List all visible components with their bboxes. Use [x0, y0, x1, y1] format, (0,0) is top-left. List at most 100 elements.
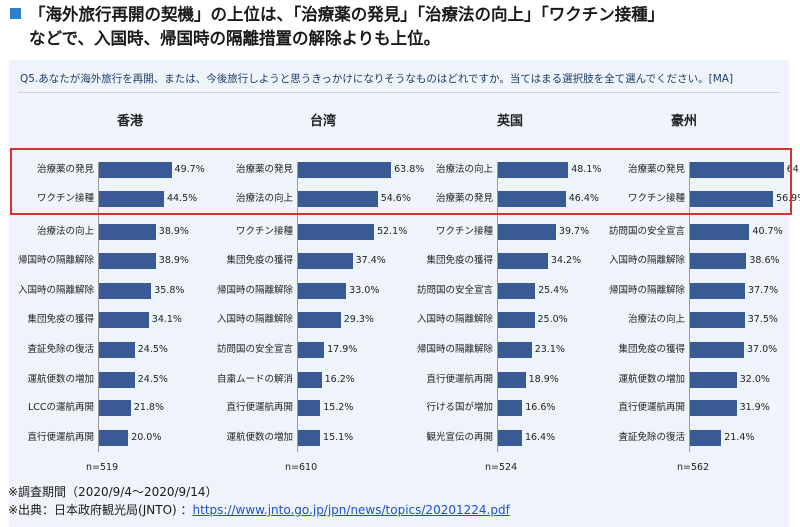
category-label: ワクチン接種 — [435, 226, 493, 237]
data-label: 34.2% — [550, 255, 582, 266]
data-label: 32.0% — [739, 374, 770, 385]
bar — [99, 372, 135, 388]
top-two-highlight-box — [10, 148, 792, 215]
bar — [298, 253, 353, 269]
category-label: 査証免除の復活 — [27, 344, 94, 355]
bar — [99, 400, 131, 416]
data-label: 38.9% — [158, 255, 189, 266]
bullet-square-icon — [10, 8, 21, 19]
bar — [690, 224, 750, 240]
data-label: 15.1% — [323, 432, 354, 443]
source-prefix: ※出典：日本政府観光局(JNTO) ： — [8, 503, 193, 517]
data-label: 33.0% — [349, 285, 380, 296]
bar — [99, 224, 156, 240]
category-label: 入国時の隔離解除 — [416, 314, 493, 325]
category-label: 訪問国の安全宣言 — [216, 344, 293, 355]
category-label: ワクチン接種 — [36, 193, 94, 204]
data-label: 34.1% — [151, 314, 182, 325]
data-label: 40.7% — [752, 226, 783, 237]
bar — [99, 191, 164, 207]
data-label: 21.4% — [724, 432, 755, 443]
headline-line2: などで、入国時、帰国時の隔離措置の解除よりも上位。 — [29, 29, 441, 48]
category-label: 集団免疫の獲得 — [426, 255, 493, 266]
data-label: 48.1% — [571, 164, 602, 175]
category-label: 帰国時の隔離解除 — [17, 255, 94, 266]
category-axis-line — [497, 162, 498, 452]
data-label: 56.9% — [776, 193, 800, 204]
category-label: 帰国時の隔離解除 — [608, 285, 685, 296]
category-label: 直行便運航再開 — [27, 432, 94, 443]
category-label: 治療法の向上 — [435, 164, 493, 175]
bar — [298, 224, 375, 240]
sample-size-label: n=519 — [86, 462, 119, 473]
category-label: 治療薬の発見 — [36, 164, 94, 175]
category-axis-line — [98, 162, 99, 452]
category-label: 訪問国の安全宣言 — [416, 285, 493, 296]
category-label: 運航便数の増加 — [226, 432, 293, 443]
data-label: 35.8% — [154, 285, 185, 296]
bar — [498, 372, 526, 388]
data-label: 37.5% — [747, 314, 778, 325]
category-label: 観光宣伝の再開 — [426, 432, 493, 443]
bar — [690, 283, 746, 299]
category-axis-line — [689, 162, 690, 452]
bar — [498, 342, 532, 358]
category-label: 直行便運航再開 — [618, 402, 685, 413]
source-line: ※出典：日本政府観光局(JNTO) ：https://www.jnto.go.j… — [8, 501, 510, 518]
category-label: 訪問国の安全宣言 — [608, 226, 685, 237]
bar — [690, 191, 774, 207]
sample-size-label: n=524 — [485, 462, 518, 473]
bar — [690, 162, 784, 178]
data-label: 37.0% — [747, 344, 778, 355]
bar — [298, 430, 321, 446]
bar — [99, 162, 172, 178]
data-label: 31.9% — [739, 402, 770, 413]
divider — [18, 92, 780, 93]
bar — [498, 253, 548, 269]
bar — [498, 400, 523, 416]
source-link[interactable]: https://www.jnto.go.jp/jpn/news/topics/2… — [192, 503, 510, 517]
chart-title: 豪州 — [671, 114, 698, 129]
bar — [690, 312, 745, 328]
bar — [298, 312, 341, 328]
data-label: 52.1% — [377, 226, 408, 237]
data-label: 37.4% — [355, 255, 386, 266]
bar — [690, 253, 747, 269]
chart-title: 香港 — [117, 114, 144, 129]
data-label: 37.7% — [748, 285, 779, 296]
category-label: 集団免疫の獲得 — [226, 255, 293, 266]
bar — [498, 312, 535, 328]
data-label: 64.2% — [786, 164, 800, 175]
bar — [99, 253, 156, 269]
data-label: 17.9% — [327, 344, 358, 355]
bar — [298, 162, 392, 178]
category-label: ワクチン接種 — [627, 193, 685, 204]
bar — [498, 162, 569, 178]
data-label: 25.0% — [537, 314, 568, 325]
bar — [99, 342, 135, 358]
data-label: 39.7% — [558, 226, 590, 237]
bar — [99, 430, 129, 446]
headline: 「海外旅行再開の契機」の上位は、「治療薬の発見」「治療法の向上」「ワクチン接種」… — [10, 3, 790, 51]
data-label: 20.0% — [131, 432, 162, 443]
category-label: 治療法の向上 — [235, 193, 293, 204]
data-label: 16.6% — [525, 402, 556, 413]
data-label: 29.3% — [343, 314, 374, 325]
bar — [690, 342, 745, 358]
category-label: 集団免疫の獲得 — [27, 314, 94, 325]
data-label: 16.2% — [324, 374, 355, 385]
category-label: 直行便運航再開 — [226, 402, 293, 413]
bar — [498, 430, 522, 446]
bar — [690, 430, 722, 446]
category-label: 治療法の向上 — [627, 314, 685, 325]
sample-size-label: n=562 — [677, 462, 710, 473]
data-label: 63.8% — [394, 164, 425, 175]
category-label: 入国時の隔離解除 — [17, 285, 94, 296]
category-label: 運航便数の増加 — [618, 374, 685, 385]
category-label: 行ける国が増加 — [426, 402, 493, 413]
bar — [298, 342, 325, 358]
category-label: LCCの運航再開 — [27, 402, 94, 413]
category-label: 査証免除の復活 — [618, 432, 685, 443]
data-label: 23.1% — [534, 344, 565, 355]
bar — [498, 224, 556, 240]
